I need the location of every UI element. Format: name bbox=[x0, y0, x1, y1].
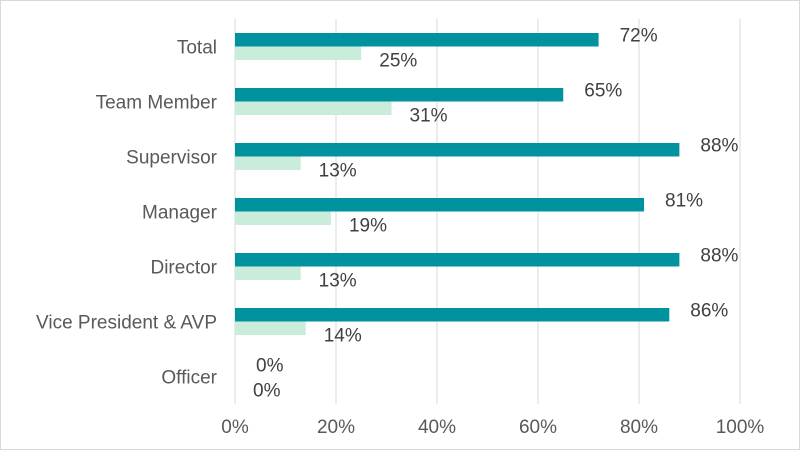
bar bbox=[235, 101, 392, 115]
bar bbox=[235, 156, 301, 170]
bar bbox=[235, 46, 362, 60]
x-tick-label: 0% bbox=[221, 417, 249, 438]
bars bbox=[235, 33, 680, 335]
data-label: 81% bbox=[665, 191, 703, 212]
data-label: 88% bbox=[700, 246, 738, 267]
data-label: 0% bbox=[253, 381, 281, 402]
data-labels: 72% 25% 65% 31% 88% 13% 81% 19% 88% 13% 86% 14% 0% 0% bbox=[253, 26, 739, 402]
x-tick-label: 40% bbox=[418, 417, 456, 438]
category-label: Director bbox=[150, 258, 217, 279]
category-label: Total bbox=[177, 38, 217, 59]
data-label: 19% bbox=[349, 216, 387, 237]
data-label: 25% bbox=[379, 51, 417, 72]
bar bbox=[235, 198, 645, 212]
category-label: Supervisor bbox=[126, 148, 217, 169]
data-label: 13% bbox=[319, 271, 357, 292]
data-label: 31% bbox=[410, 106, 448, 127]
x-axis-tick-labels: 0% 20% 40% 60% 80% 100% bbox=[221, 417, 764, 438]
bar bbox=[235, 33, 599, 47]
x-tick-label: 80% bbox=[620, 417, 658, 438]
category-label: Vice President & AVP bbox=[36, 313, 217, 334]
bar bbox=[235, 143, 680, 157]
category-label: Manager bbox=[142, 203, 218, 224]
data-label: 65% bbox=[584, 81, 622, 102]
data-label: 72% bbox=[620, 26, 658, 47]
bar bbox=[235, 211, 331, 225]
bar bbox=[235, 266, 301, 280]
x-tick-label: 60% bbox=[519, 417, 557, 438]
data-label: 86% bbox=[690, 301, 728, 322]
data-label: 0% bbox=[256, 356, 284, 377]
data-label: 13% bbox=[319, 161, 357, 182]
bar bbox=[235, 88, 564, 102]
x-tick-label: 20% bbox=[317, 417, 355, 438]
category-label: Officer bbox=[161, 368, 217, 389]
bar bbox=[235, 308, 670, 322]
bar bbox=[235, 321, 306, 335]
category-labels: Total Team Member Supervisor Manager Directo… bbox=[36, 38, 218, 389]
category-label: Team Member bbox=[96, 93, 218, 114]
x-tick-label: 100% bbox=[716, 417, 765, 438]
data-label: 14% bbox=[324, 326, 362, 347]
data-label: 88% bbox=[700, 136, 738, 157]
bar bbox=[235, 253, 680, 267]
